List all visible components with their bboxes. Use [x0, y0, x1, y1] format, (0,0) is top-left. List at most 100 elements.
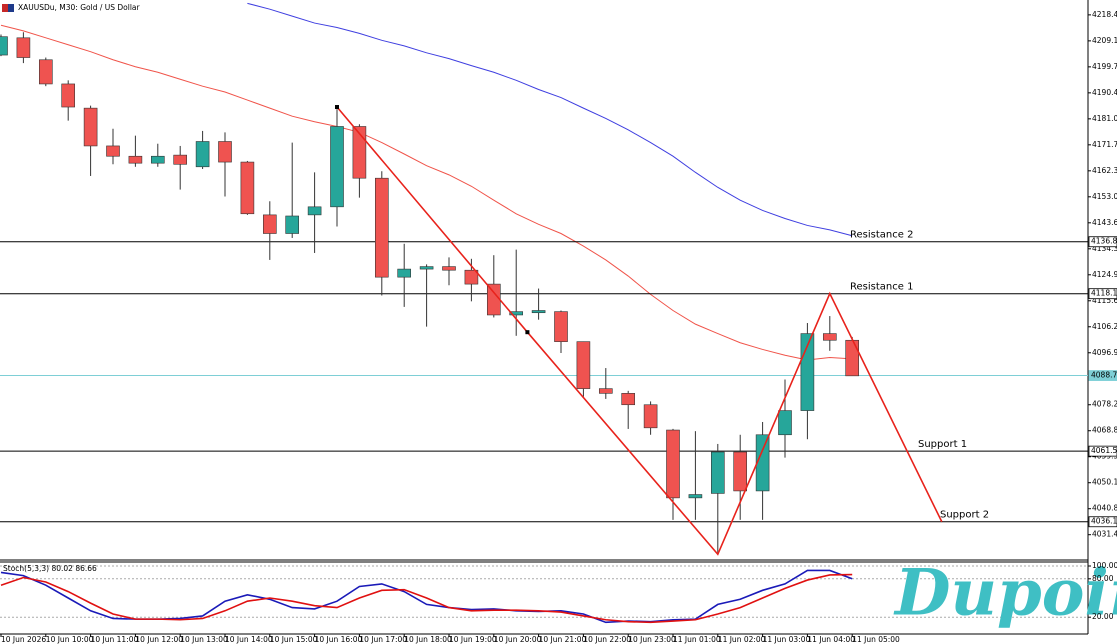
candle-body	[509, 311, 524, 316]
x-tick-label: 10 Jun 15:00	[270, 635, 318, 644]
level-price-label: 4088.70	[1091, 371, 1117, 380]
candle-body	[218, 141, 232, 163]
candle-body	[822, 333, 837, 341]
stoch-tick-label: 100.00	[1092, 561, 1117, 570]
zigzag-anchor	[335, 105, 339, 110]
candle-body	[61, 83, 76, 108]
x-tick-label: 10 Jun 21:00	[539, 635, 587, 644]
y-tick-label: 4050.15	[1092, 478, 1117, 487]
candle-body	[598, 388, 613, 394]
stoch-line	[0, 573, 853, 624]
stoch-tick-label: 80.00	[1092, 574, 1114, 583]
x-tick-label: 10 Jun 19:00	[449, 635, 497, 644]
candle-body	[330, 126, 344, 208]
overlay: Dupoin XAUUSDu, M30: Gold / US Dollar St…	[0, 3, 1117, 644]
y-tick-label: 4106.25	[1092, 322, 1117, 331]
moving-average	[247, 2, 853, 237]
indicator-title: Stoch(5,3,3) 80.02 86.66	[3, 564, 97, 573]
x-tick-label: 10 Jun 11:00	[91, 635, 139, 644]
candle-body	[419, 266, 434, 270]
candle-body	[464, 269, 479, 285]
level-price-box	[1088, 516, 1117, 528]
candle-body	[173, 154, 187, 165]
level-price-label: 4118.15	[1091, 289, 1117, 298]
candle-body	[710, 451, 725, 494]
x-tick-label: 11 Jun 04:00	[807, 635, 855, 644]
level-price-label: 4061.51	[1091, 446, 1117, 455]
candle-body	[128, 155, 143, 164]
zigzag-line	[336, 106, 943, 556]
candle-body	[576, 341, 591, 389]
candle-body	[0, 36, 8, 56]
candle-body	[262, 214, 277, 234]
candle-body	[845, 339, 860, 377]
x-tick-label: 10 Jun 18:00	[404, 635, 452, 644]
candle-body	[531, 310, 546, 314]
symbol-icon	[2, 4, 8, 12]
x-tick-label: 10 Jun 20:00	[494, 635, 542, 644]
candle-body	[643, 404, 658, 429]
candle-body	[83, 107, 98, 147]
level-name: Resistance 1	[850, 282, 913, 293]
zigzag-anchor	[525, 330, 530, 335]
y-tick-label: 4124.95	[1092, 270, 1117, 279]
x-tick-label: 10 Jun 12:00	[135, 635, 183, 644]
candle-body	[486, 283, 501, 316]
level-price-box	[1088, 236, 1117, 248]
price-panel	[0, 2, 1088, 556]
level-price-box	[1088, 370, 1117, 381]
candle-body	[16, 37, 31, 58]
moving-average	[0, 24, 853, 361]
x-tick-label: 10 Jun 13:00	[180, 635, 228, 644]
candle-body	[374, 177, 389, 278]
candle-body	[106, 145, 120, 157]
y-tick-label: 4040.80	[1092, 504, 1117, 513]
stochastic-panel	[0, 565, 1088, 624]
candle-body	[151, 155, 165, 164]
watermark: Dupoin	[893, 556, 1117, 631]
y-tick-label: 4153.00	[1092, 192, 1117, 201]
candle-body	[554, 311, 568, 342]
y-tick-label: 4171.70	[1092, 140, 1117, 149]
y-tick-label: 4115.60	[1092, 296, 1117, 305]
candle-body	[733, 451, 748, 492]
candle-body	[352, 126, 367, 179]
x-tick-label: 10 Jun 22:00	[583, 635, 631, 644]
candle-body	[666, 429, 680, 499]
candle-body	[688, 494, 703, 499]
y-tick-label: 4143.65	[1092, 218, 1117, 227]
x-tick-label: 10 Jun 16:00	[315, 635, 363, 644]
y-tick-label: 4031.45	[1092, 530, 1117, 539]
level-price-label: 4036.11	[1091, 517, 1117, 526]
x-tick-label: 11 Jun 05:00	[852, 635, 900, 644]
candle-body	[240, 161, 255, 215]
y-tick-label: 4096.90	[1092, 348, 1117, 357]
stoch-tick-label: 20.00	[1092, 612, 1114, 621]
candle-body	[778, 410, 792, 436]
level-price-box	[1088, 445, 1117, 457]
candle-body	[38, 59, 53, 85]
y-tick-label: 4162.35	[1092, 166, 1117, 175]
candle-body	[307, 206, 322, 216]
x-tick-label: 10 Jun 14:00	[225, 635, 273, 644]
x-tick-label: 11 Jun 02:00	[718, 635, 766, 644]
level-price-box	[1088, 288, 1117, 300]
x-tick-label: 10 Jun 23:00	[628, 635, 676, 644]
symbol-icon	[8, 4, 14, 12]
candle-body	[397, 268, 412, 278]
x-tick-label: 11 Jun 03:00	[763, 635, 811, 644]
candle-body	[195, 141, 210, 168]
x-tick-label: 10 Jun 10:00	[46, 635, 94, 644]
candle-body	[755, 434, 770, 492]
y-tick-label: 4209.10	[1092, 36, 1117, 45]
y-tick-label: 4068.85	[1092, 426, 1117, 435]
y-tick-label: 4134.30	[1092, 244, 1117, 253]
chart-title: XAUUSDu, M30: Gold / US Dollar	[18, 3, 141, 12]
level-name: Resistance 2	[850, 230, 913, 241]
candle-body	[285, 215, 300, 234]
x-tick-label: 11 Jun 01:00	[673, 635, 721, 644]
level-name: Support 2	[940, 510, 989, 521]
y-tick-label: 4218.45	[1092, 10, 1117, 19]
y-tick-label: 4190.40	[1092, 88, 1117, 97]
